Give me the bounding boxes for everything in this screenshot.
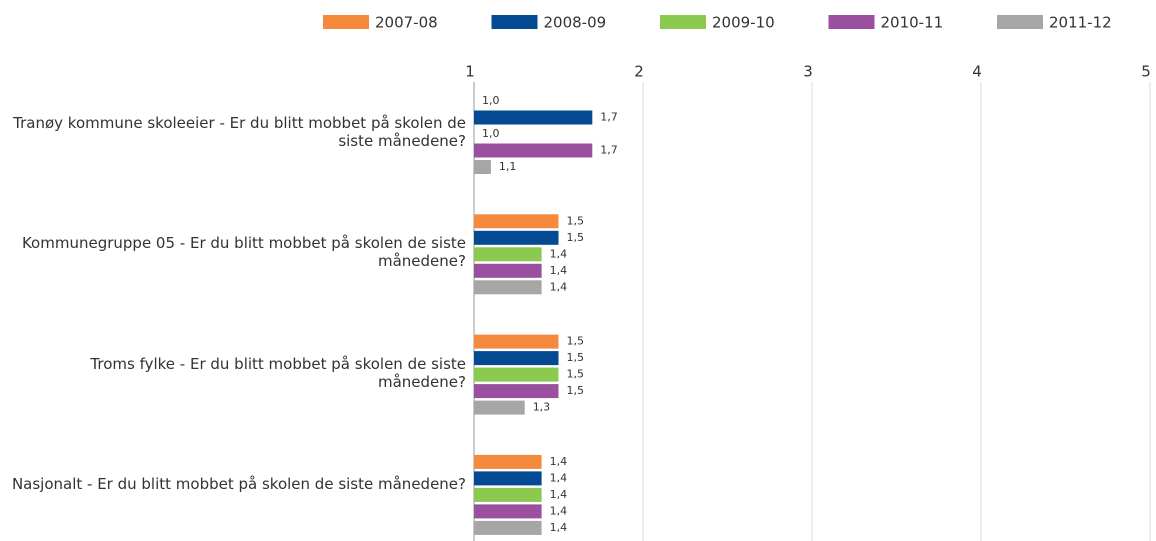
value-label: 1,4 [550,521,568,534]
bar [474,110,593,125]
category-label: Tranøy kommune skoleeier - Er du blitt m… [13,114,466,150]
x-tick-label: 3 [803,63,813,81]
bar [474,143,593,158]
bar [474,367,559,382]
value-label: 1,4 [550,280,568,293]
legend-label: 2011-12 [1049,14,1112,32]
bar [474,384,559,399]
x-tick-label: 5 [1141,63,1151,81]
bar [474,280,542,295]
value-label: 1,0 [482,127,500,140]
value-label: 1,0 [482,94,500,107]
bar [474,214,559,229]
legend-label: 2008-09 [544,14,607,32]
value-label: 1,3 [533,401,551,414]
value-label: 1,5 [567,231,585,244]
legend-swatch [828,15,875,29]
bar [474,247,542,262]
value-label: 1,5 [567,214,585,227]
value-label: 1,4 [550,504,568,517]
value-label: 1,5 [567,368,585,381]
value-label: 1,4 [550,264,568,277]
value-label: 1,1 [499,160,517,173]
category-label: Nasjonalt - Er du blitt mobbet på skolen… [11,474,466,493]
value-label: 1,7 [600,144,618,157]
value-label: 1,5 [567,335,585,348]
value-label: 1,4 [550,247,568,260]
bar [474,504,542,519]
value-label: 1,7 [600,111,618,124]
legend-label: 2009-10 [712,14,775,32]
bar [474,230,559,245]
legend-swatch [323,15,369,29]
bar [474,334,559,349]
x-tick-label: 4 [972,63,982,81]
bar [474,520,542,535]
value-label: 1,5 [567,351,585,364]
bar [474,400,525,415]
value-label: 1,4 [550,455,568,468]
category-label: Troms fylke - Er du blitt mobbet på skol… [90,354,466,391]
value-label: 1,5 [567,384,585,397]
legend-label: 2007-08 [375,14,438,32]
category-label: Kommunegruppe 05 - Er du blitt mobbet på… [21,234,466,271]
legend-swatch [491,15,538,29]
bar [474,263,542,278]
bar [474,471,542,486]
value-label: 1,4 [550,488,568,501]
value-label: 1,4 [550,471,568,484]
legend-label: 2010-11 [881,14,944,32]
x-tick-label: 2 [634,63,644,81]
legend-swatch [660,15,706,29]
legend-swatch [997,15,1043,29]
x-tick-label: 1 [465,63,475,81]
bar [474,351,559,366]
bar [474,454,542,469]
bar [474,160,491,174]
bar [474,487,542,502]
